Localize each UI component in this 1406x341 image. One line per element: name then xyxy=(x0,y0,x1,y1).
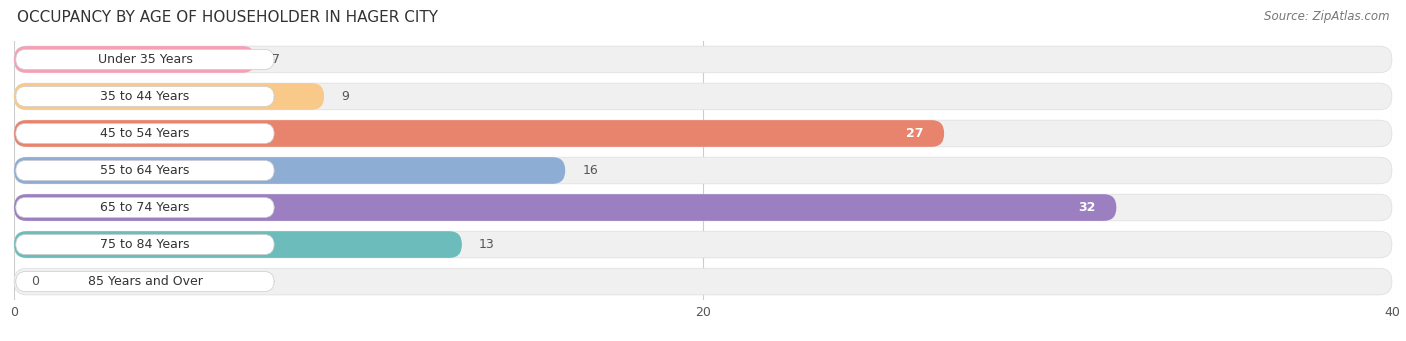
Text: 27: 27 xyxy=(905,127,924,140)
FancyBboxPatch shape xyxy=(14,120,945,147)
Text: 9: 9 xyxy=(342,90,349,103)
FancyBboxPatch shape xyxy=(14,46,1392,73)
FancyBboxPatch shape xyxy=(14,120,1392,147)
FancyBboxPatch shape xyxy=(14,268,1392,295)
FancyBboxPatch shape xyxy=(15,235,274,254)
FancyBboxPatch shape xyxy=(14,194,1116,221)
FancyBboxPatch shape xyxy=(14,194,1392,221)
FancyBboxPatch shape xyxy=(15,49,274,70)
FancyBboxPatch shape xyxy=(14,157,565,184)
FancyBboxPatch shape xyxy=(14,231,1392,258)
Text: 65 to 74 Years: 65 to 74 Years xyxy=(100,201,190,214)
Text: 7: 7 xyxy=(273,53,280,66)
FancyBboxPatch shape xyxy=(14,231,463,258)
Text: 16: 16 xyxy=(582,164,598,177)
FancyBboxPatch shape xyxy=(15,161,274,180)
Text: 0: 0 xyxy=(31,275,39,288)
FancyBboxPatch shape xyxy=(15,123,274,144)
FancyBboxPatch shape xyxy=(15,87,274,106)
Text: 35 to 44 Years: 35 to 44 Years xyxy=(100,90,190,103)
Text: Under 35 Years: Under 35 Years xyxy=(97,53,193,66)
FancyBboxPatch shape xyxy=(14,157,1392,184)
Text: 55 to 64 Years: 55 to 64 Years xyxy=(100,164,190,177)
Text: 85 Years and Over: 85 Years and Over xyxy=(87,275,202,288)
FancyBboxPatch shape xyxy=(14,83,1392,110)
FancyBboxPatch shape xyxy=(15,271,274,292)
FancyBboxPatch shape xyxy=(14,83,325,110)
Text: 13: 13 xyxy=(479,238,495,251)
Text: OCCUPANCY BY AGE OF HOUSEHOLDER IN HAGER CITY: OCCUPANCY BY AGE OF HOUSEHOLDER IN HAGER… xyxy=(17,10,437,25)
FancyBboxPatch shape xyxy=(15,197,274,218)
FancyBboxPatch shape xyxy=(14,46,256,73)
Text: 45 to 54 Years: 45 to 54 Years xyxy=(100,127,190,140)
Text: Source: ZipAtlas.com: Source: ZipAtlas.com xyxy=(1264,10,1389,23)
Text: 32: 32 xyxy=(1078,201,1095,214)
Text: 75 to 84 Years: 75 to 84 Years xyxy=(100,238,190,251)
